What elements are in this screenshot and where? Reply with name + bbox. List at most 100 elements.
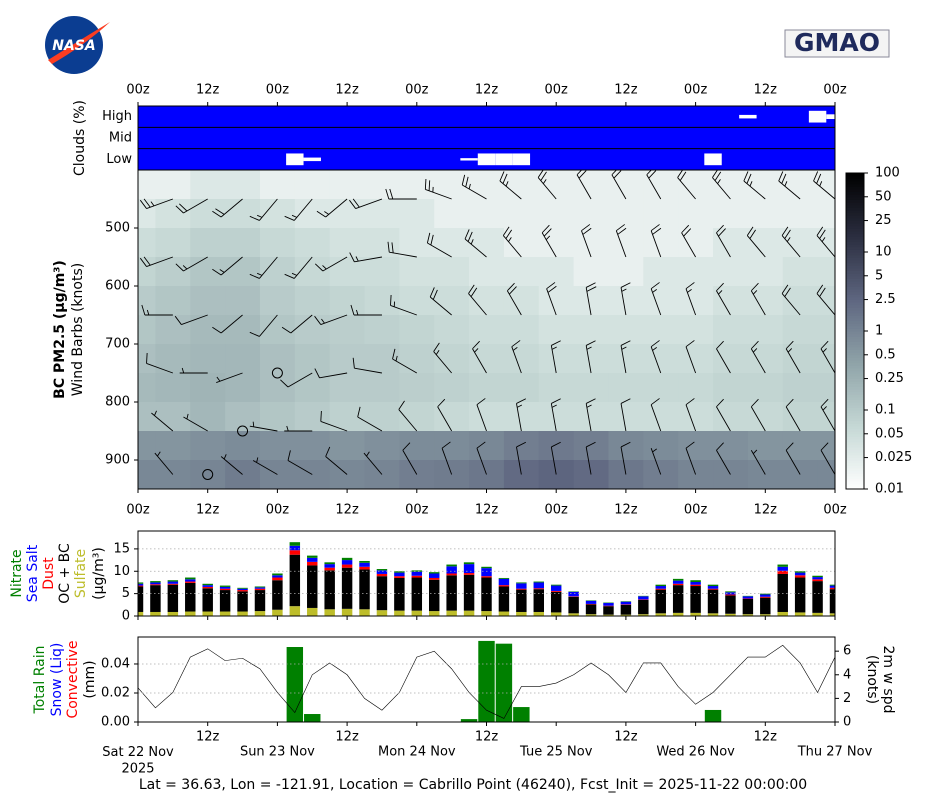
bar-segment (219, 586, 231, 589)
heat-cell (817, 431, 835, 461)
colorbar-tick-label: 10 (875, 245, 892, 260)
heat-cell (399, 257, 435, 287)
bar-segment (533, 611, 545, 616)
heat-cell (469, 257, 505, 287)
barb-lines (620, 398, 631, 432)
bar-segment (150, 584, 161, 586)
heat-cell (329, 257, 366, 287)
bar-segment (812, 579, 823, 582)
bar-segment (394, 576, 405, 578)
wind-barb (174, 314, 208, 325)
barb-lines (349, 252, 383, 263)
x-tick-label: 12z (475, 503, 499, 518)
heat-cell (138, 228, 156, 258)
barb-lines (499, 171, 522, 200)
barb-lines (476, 441, 487, 475)
colorbar-segment (846, 375, 864, 379)
colorbar-segment (846, 407, 864, 411)
heat-cell (225, 344, 261, 374)
colorbar-segment (846, 394, 864, 398)
colorbar-tick-label: 100 (875, 166, 900, 181)
barb-lines (781, 284, 801, 316)
heat-cell (364, 315, 400, 345)
colorbar-segment (846, 336, 864, 340)
wind-barb (441, 441, 453, 475)
heat-cell (538, 315, 575, 345)
colorbar-segment (846, 238, 864, 243)
bar-segment (272, 580, 283, 610)
bar-segment (376, 570, 388, 574)
wind-barb (516, 441, 527, 475)
x-tick-label: 00z (684, 83, 708, 98)
heat-cell (434, 257, 470, 287)
bar-segment (324, 567, 335, 571)
bar-segment (359, 562, 370, 567)
bar-segment (481, 577, 492, 612)
wind-barb (550, 398, 561, 432)
wind-barb (320, 410, 348, 432)
heat-cell (294, 431, 331, 461)
barb-lines (138, 372, 139, 373)
colorbar-segment (846, 344, 864, 348)
heat-cell (747, 431, 784, 461)
wind-barb (585, 441, 596, 475)
wind-barb (280, 372, 313, 388)
y2-axis-label: 2m w spd (880, 646, 896, 714)
wind-barb (139, 198, 174, 209)
colorbar-segment (846, 365, 864, 369)
bar-segment (516, 583, 527, 589)
colorbar-segment (846, 357, 864, 361)
x-tick-label: Sun 23 Nov (240, 745, 315, 760)
heat-cell (678, 315, 714, 345)
wind-barb (476, 441, 487, 475)
bar-segment (568, 613, 579, 616)
barb-lines (685, 282, 697, 316)
bar-segment (254, 611, 266, 616)
heat-cell (364, 344, 400, 374)
nasa-swoosh (48, 22, 110, 64)
bar-segment (237, 591, 248, 612)
bar-segment (690, 584, 701, 587)
colorbar-segment (846, 396, 864, 401)
heat-cell (294, 315, 331, 345)
y-axis-label: Clouds (%) (72, 100, 88, 176)
heat-cell (643, 257, 679, 287)
colorbar-segment (846, 383, 864, 387)
bar-segment (237, 587, 248, 589)
barb-lines (581, 224, 592, 258)
x-tick-label: 12z (475, 83, 499, 98)
bar-segment (446, 566, 457, 574)
bar-segment (185, 581, 196, 583)
bar-segment (481, 576, 492, 578)
barb-lines (314, 314, 348, 325)
wind-barb (314, 368, 348, 379)
bar-segment (498, 577, 510, 579)
heat-cell (747, 344, 784, 374)
bar-segment (307, 607, 318, 616)
heat-cell (782, 170, 819, 200)
wind-barb (550, 340, 561, 374)
x-tick-label: 00z (266, 503, 290, 518)
heat-cell (503, 402, 540, 432)
colorbar-segment (846, 436, 864, 440)
precip-bar (478, 640, 495, 722)
wind-barb (716, 398, 731, 432)
colorbar-segment (846, 386, 864, 390)
wind-barb (464, 229, 487, 258)
bar-segment (428, 579, 440, 612)
colorbar-segment (846, 328, 864, 332)
heat-cell (782, 199, 819, 229)
colorbar-segment (846, 178, 864, 182)
barb-lines (650, 448, 662, 475)
barb-lines (816, 284, 835, 316)
colorbar-segment (846, 209, 864, 214)
bar-segment (411, 570, 423, 572)
wind-barb (349, 252, 383, 263)
bar-segment (725, 591, 736, 593)
colorbar-segment (846, 402, 864, 406)
barb-lines (716, 224, 731, 258)
colorbar-segment (846, 262, 864, 266)
wind-barb (646, 170, 662, 200)
x-tick-label: 12z (196, 503, 220, 518)
colorbar-segment (846, 433, 864, 437)
